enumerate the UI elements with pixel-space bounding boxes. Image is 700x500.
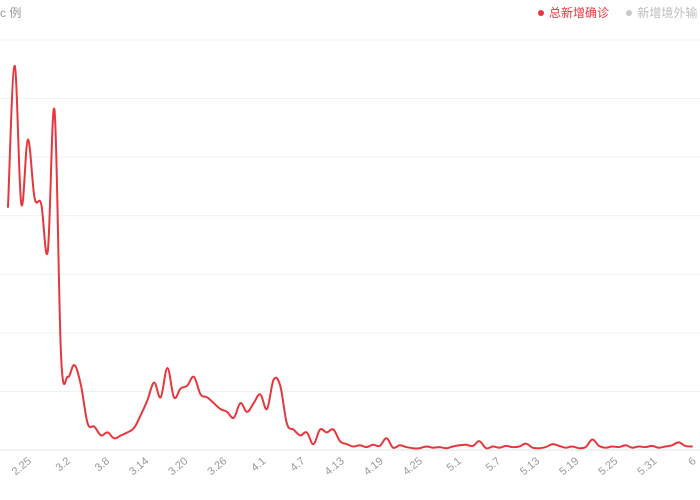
x-tick-label: 2.25 [10, 455, 34, 478]
x-tick-label: 5.7 [484, 455, 503, 474]
x-tick-label: 5.25 [596, 455, 620, 478]
x-tick-label: 5.19 [557, 455, 581, 478]
x-tick-label: 4.13 [323, 455, 347, 478]
y-axis-unit-label: c 例 [0, 6, 22, 20]
legend-label: 总新增确诊 [549, 6, 610, 20]
x-tick-label: 3.20 [166, 455, 190, 478]
legend-dot-icon [538, 9, 544, 16]
x-tick-label: 4.19 [362, 455, 386, 478]
x-tick-label: 3.8 [93, 455, 112, 474]
legend: 总新增确诊 新增境外输 [538, 4, 700, 21]
x-tick-label: 4.7 [288, 455, 307, 474]
legend-item-total-new-confirmed[interactable]: 总新增确诊 [538, 4, 609, 21]
x-tick-label: 5.31 [635, 455, 659, 478]
x-axis-tick-labels: 2.25 3.2 3.8 3.14 3.20 3.26 4.1 4.7 4.13 4.19 4.25… [10, 455, 699, 478]
x-tick-label: 3.2 [54, 455, 73, 474]
legend-dot-icon [626, 9, 633, 16]
x-tick-label: 3.26 [205, 455, 229, 478]
legend-item-new-imported[interactable]: 新增境外输 [626, 4, 697, 21]
x-tick-label: 4.1 [249, 455, 268, 474]
gridlines [0, 39, 700, 451]
series-line-total-new-confirmed [7, 64, 693, 450]
x-tick-label: 6 [686, 455, 698, 468]
x-tick-label: 5.13 [518, 455, 542, 478]
x-tick-label: 4.25 [401, 455, 425, 478]
legend-label: 新增境外输 [637, 6, 698, 20]
x-tick-label: 5.1 [445, 455, 464, 474]
x-tick-label: 3.14 [127, 455, 151, 478]
